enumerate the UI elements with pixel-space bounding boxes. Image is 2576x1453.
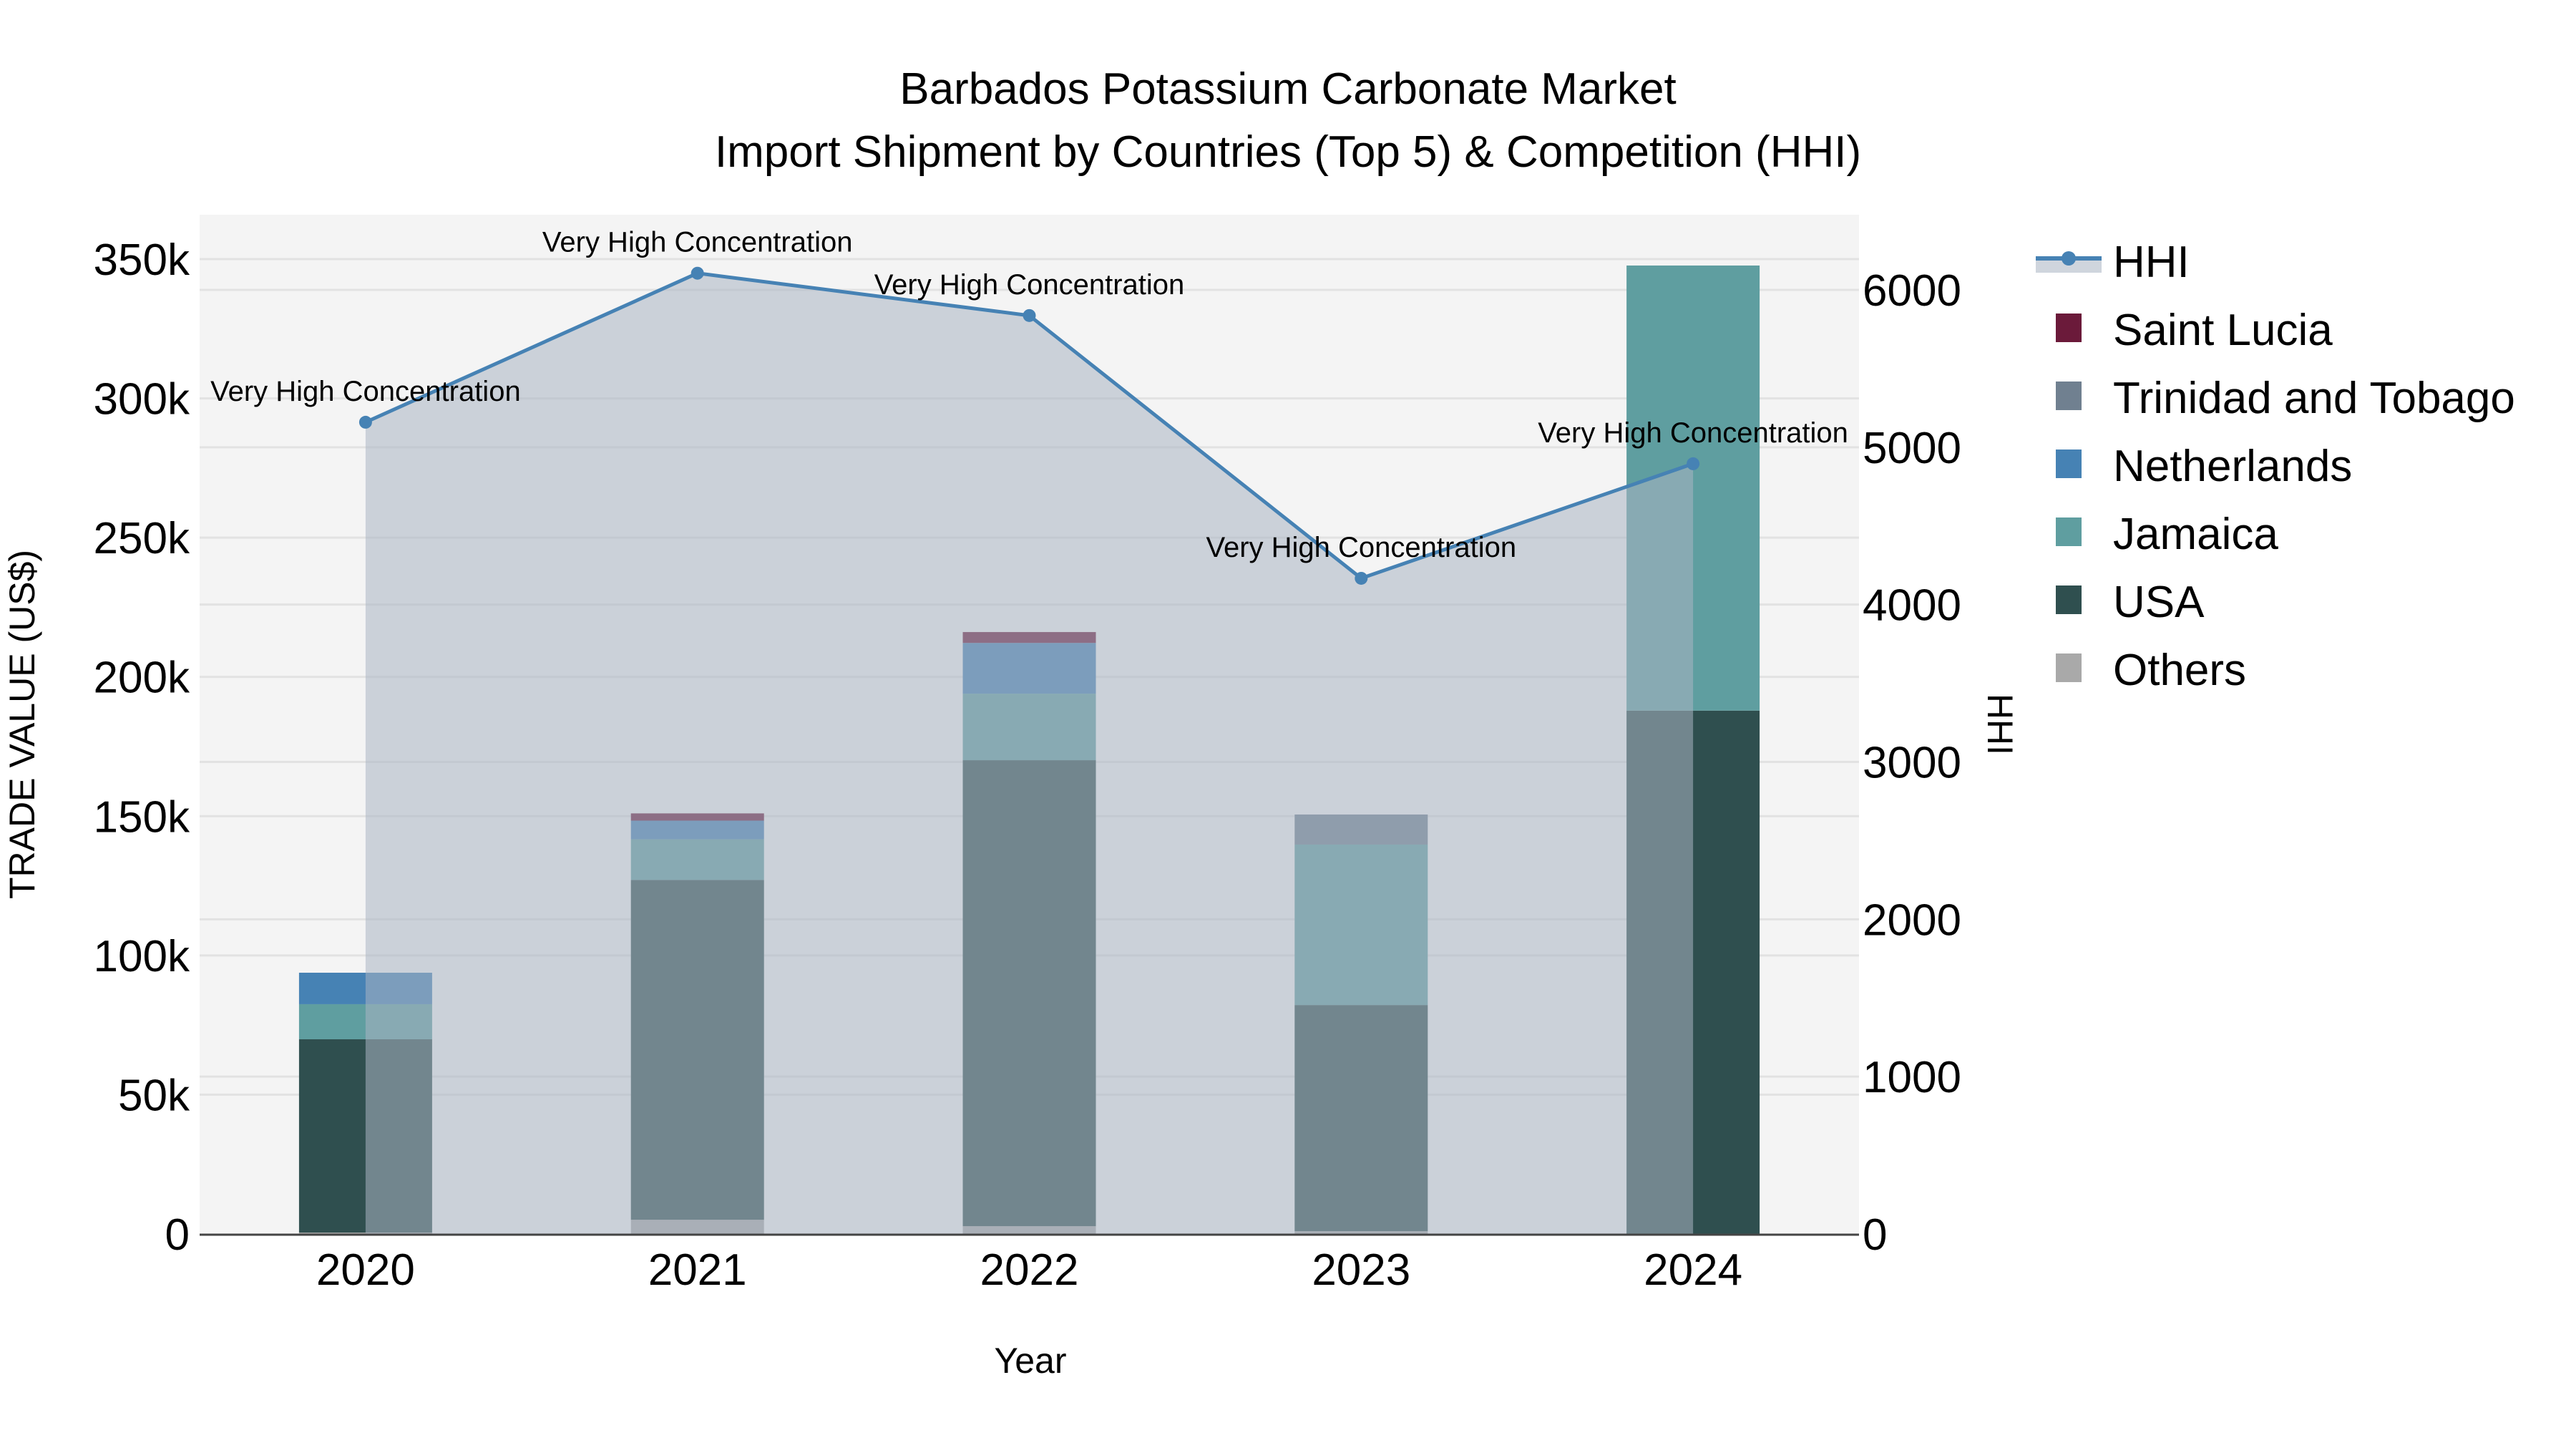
- chart-subtitle: Import Shipment by Countries (Top 5) & C…: [715, 127, 1861, 177]
- legend-item-saint-lucia[interactable]: Saint Lucia: [2056, 306, 2333, 355]
- legend-item-others[interactable]: Others: [2056, 646, 2246, 695]
- legend-swatch-icon: [2056, 517, 2082, 546]
- hhi-marker-2020[interactable]: [358, 415, 372, 429]
- y-tick-label: 200k: [94, 653, 190, 703]
- chart-title: Barbados Potassium Carbonate Market: [899, 64, 1677, 114]
- legend-swatch-icon: [2056, 382, 2082, 410]
- legend-swatch-icon: [2056, 585, 2082, 614]
- hhi-annotation-2023: Very High Concentration: [1206, 532, 1517, 563]
- legend-item-trinidad-and-tobago[interactable]: Trinidad and Tobago: [2056, 374, 2515, 423]
- hhi-annotation-2021: Very High Concentration: [542, 227, 853, 258]
- legend-item-netherlands[interactable]: Netherlands: [2056, 442, 2352, 491]
- y-tick-label: 300k: [94, 375, 190, 424]
- legend-label: Netherlands: [2113, 442, 2352, 491]
- legend-label: Jamaica: [2113, 510, 2278, 559]
- x-tick-label: 2022: [980, 1245, 1079, 1295]
- legend-label: HHI: [2113, 238, 2190, 287]
- legend-swatch-icon: [2056, 449, 2082, 478]
- y2-tick-label: 2000: [1863, 895, 1961, 945]
- x-tick-label: 2020: [316, 1245, 415, 1295]
- y-tick-label: 100k: [94, 932, 190, 981]
- y2-tick-label: 4000: [1863, 581, 1961, 631]
- y2-tick-label: 1000: [1863, 1053, 1961, 1102]
- y2-axis-ticks: 0 1000 2000 3000 4000 5000 6000: [1863, 266, 1961, 1260]
- hhi-annotations: Very High Concentration Very High Concent…: [210, 227, 1848, 563]
- hhi-marker-2024[interactable]: [1687, 457, 1700, 470]
- hhi-marker-2021[interactable]: [691, 266, 704, 280]
- y-tick-label: 250k: [94, 514, 190, 563]
- hhi-annotation-2020: Very High Concentration: [210, 376, 521, 407]
- y-axis-title: TRADE VALUE (US$): [2, 550, 42, 899]
- y-tick-label: 0: [165, 1210, 190, 1260]
- legend-item-hhi[interactable]: HHI: [2036, 238, 2190, 287]
- x-axis-ticks: 2020 2021 2022 2023 2024: [316, 1245, 1742, 1295]
- legend-label: Others: [2113, 646, 2246, 695]
- y2-tick-label: 6000: [1863, 266, 1961, 316]
- legend-marker-icon: [2062, 251, 2076, 266]
- hhi-area-fill: [365, 273, 1694, 1235]
- legend: HHI Saint Lucia Trinidad and Tobago Netherl…: [2036, 238, 2515, 695]
- hhi-marker-2023[interactable]: [1355, 571, 1368, 585]
- legend-item-jamaica[interactable]: Jamaica: [2056, 510, 2278, 559]
- legend-label: Saint Lucia: [2113, 306, 2333, 355]
- x-tick-label: 2024: [1644, 1245, 1742, 1295]
- y2-axis-title: HHI: [1980, 694, 2020, 755]
- hhi-area: [365, 273, 1694, 1235]
- x-tick-label: 2021: [648, 1245, 747, 1295]
- y-tick-label: 150k: [94, 792, 190, 842]
- y-axis-ticks: 0 50k 100k 150k 200k 250k 300k 350k: [94, 235, 190, 1260]
- legend-swatch-icon: [2056, 653, 2082, 682]
- legend-label: USA: [2113, 578, 2205, 627]
- legend-swatch-icon: [2056, 314, 2082, 342]
- y-tick-label: 350k: [94, 235, 190, 285]
- hhi-annotation-2024: Very High Concentration: [1538, 417, 1848, 449]
- y-tick-label: 50k: [118, 1071, 190, 1120]
- y2-tick-label: 3000: [1863, 739, 1961, 788]
- y2-tick-label: 0: [1863, 1210, 1887, 1260]
- x-tick-label: 2023: [1312, 1245, 1410, 1295]
- legend-item-usa[interactable]: USA: [2056, 578, 2205, 627]
- y2-tick-label: 5000: [1863, 424, 1961, 473]
- x-axis-title: Year: [994, 1341, 1066, 1381]
- hhi-annotation-2022: Very High Concentration: [874, 269, 1185, 301]
- legend-label: Trinidad and Tobago: [2113, 374, 2515, 423]
- hhi-line: [358, 266, 1700, 585]
- hhi-marker-2022[interactable]: [1023, 308, 1036, 322]
